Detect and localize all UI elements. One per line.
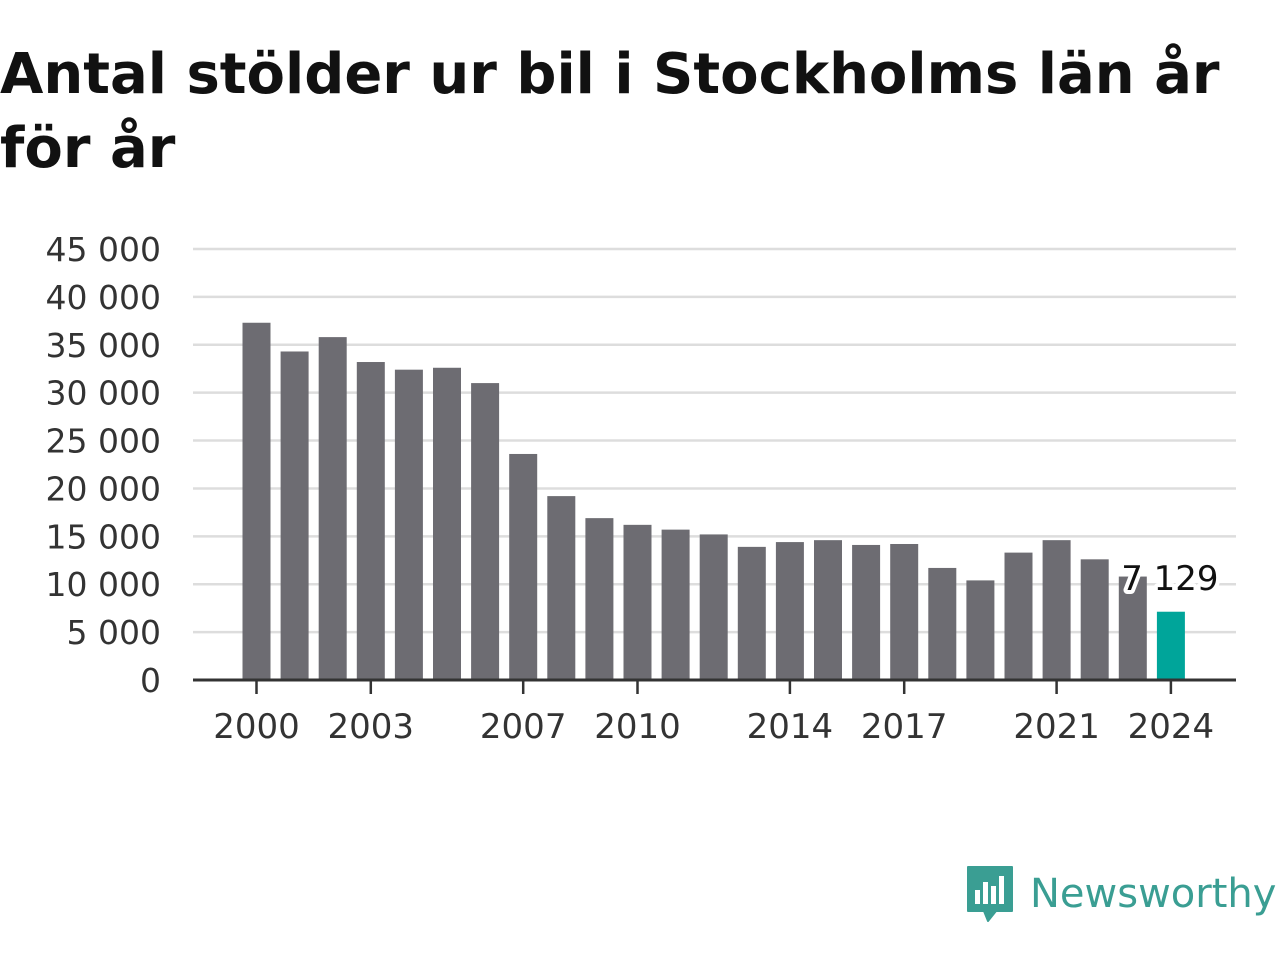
bar-2021 bbox=[1042, 540, 1071, 680]
bar-2004 bbox=[394, 369, 423, 680]
x-tick-label: 2003 bbox=[328, 707, 415, 747]
x-tick-label: 2010 bbox=[594, 707, 681, 747]
bar-2010 bbox=[623, 524, 652, 680]
bar-2003 bbox=[356, 362, 385, 680]
bar-2009 bbox=[585, 518, 614, 680]
x-axis-ticks: 2000 2003 2007 2010 2014 2017 2021 2024 bbox=[213, 680, 1214, 747]
x-tick-label: 2000 bbox=[213, 707, 300, 747]
x-tick-label: 2021 bbox=[1013, 707, 1100, 747]
bar-2011 bbox=[661, 529, 690, 680]
y-tick-label: 20 000 bbox=[46, 469, 161, 508]
bar-2007 bbox=[509, 453, 538, 680]
bar-2006 bbox=[471, 383, 500, 680]
bar-2015 bbox=[814, 540, 842, 680]
x-tick-label: 2017 bbox=[861, 707, 948, 747]
y-tick-label: 40 000 bbox=[46, 278, 161, 317]
bar-chart: 0 5 000 10 000 15 000 20 000 25 000 30 000 35 0… bbox=[46, 230, 1236, 747]
y-tick-label: 10 000 bbox=[46, 565, 161, 604]
x-tick-label: 2007 bbox=[480, 707, 567, 747]
data-labels: 7 129 bbox=[1117, 555, 1222, 603]
newsworthy-logo-icon bbox=[967, 866, 1013, 922]
bar-2016 bbox=[852, 544, 881, 680]
bar-2018 bbox=[928, 567, 957, 680]
bar-2000 bbox=[242, 322, 271, 680]
y-tick-label: 0 bbox=[140, 661, 161, 700]
chart-title: Antal stölder ur bil i Stockholms län år… bbox=[0, 42, 1220, 181]
y-axis-ticks: 0 5 000 10 000 15 000 20 000 25 000 30 000 35 0… bbox=[46, 230, 161, 700]
bar-2019 bbox=[966, 580, 995, 680]
y-tick-label: 45 000 bbox=[46, 230, 161, 269]
brand-logo: Newsworthy bbox=[964, 862, 1276, 926]
bar-2023 bbox=[1118, 576, 1147, 680]
bar-2013 bbox=[737, 546, 766, 680]
bar-2014 bbox=[775, 542, 804, 680]
bar-2012 bbox=[699, 534, 728, 680]
y-tick-label: 15 000 bbox=[46, 517, 161, 556]
bar-2020 bbox=[1004, 552, 1033, 680]
bar-2024 bbox=[1156, 611, 1185, 680]
bar-2005 bbox=[433, 367, 461, 680]
brand-name: Newsworthy bbox=[1030, 871, 1277, 917]
y-tick-label: 30 000 bbox=[46, 374, 161, 413]
bar-2008 bbox=[547, 496, 576, 680]
bar-2022 bbox=[1080, 559, 1109, 680]
bar-2017 bbox=[890, 543, 919, 680]
y-tick-label: 5 000 bbox=[67, 613, 161, 652]
bar-2002 bbox=[318, 337, 347, 680]
y-tick-label: 35 000 bbox=[46, 326, 161, 365]
x-tick-label: 2014 bbox=[747, 707, 834, 747]
x-tick-label: 2024 bbox=[1128, 707, 1215, 747]
y-tick-label: 25 000 bbox=[46, 422, 161, 461]
bar-2001 bbox=[280, 351, 309, 680]
highlight-value-label: 7 129 bbox=[1121, 559, 1218, 599]
bars bbox=[242, 322, 1185, 680]
